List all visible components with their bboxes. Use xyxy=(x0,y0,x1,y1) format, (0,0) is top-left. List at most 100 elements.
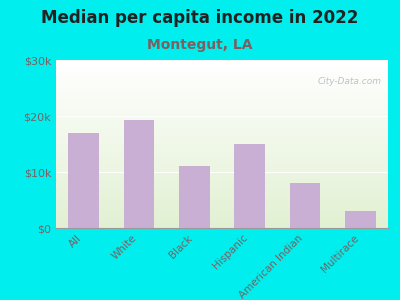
Bar xyxy=(56,225,388,226)
Bar xyxy=(56,213,388,214)
Bar xyxy=(56,132,388,134)
Bar xyxy=(56,166,388,167)
Bar xyxy=(56,208,388,209)
Bar xyxy=(56,105,388,107)
Bar xyxy=(68,133,99,228)
Bar xyxy=(56,104,388,105)
Bar xyxy=(56,63,388,65)
Bar xyxy=(56,169,388,171)
Bar xyxy=(56,183,388,184)
Text: City-Data.com: City-Data.com xyxy=(317,77,381,86)
Bar xyxy=(56,214,388,216)
Bar xyxy=(56,200,388,201)
Bar xyxy=(56,100,388,102)
Bar xyxy=(56,121,388,122)
Bar xyxy=(56,179,388,181)
Bar xyxy=(56,151,388,152)
Bar xyxy=(56,206,388,208)
Bar xyxy=(56,90,388,92)
Bar xyxy=(56,99,388,100)
Bar xyxy=(56,137,388,139)
Bar xyxy=(124,121,154,228)
Bar xyxy=(56,119,388,121)
Bar xyxy=(56,171,388,172)
Bar xyxy=(56,82,388,83)
Bar xyxy=(56,117,388,119)
Bar xyxy=(56,94,388,95)
Bar xyxy=(56,83,388,85)
Bar xyxy=(56,65,388,67)
Bar xyxy=(56,176,388,178)
Bar xyxy=(56,67,388,68)
Bar xyxy=(56,198,388,200)
Bar xyxy=(56,167,388,169)
Bar xyxy=(56,193,388,194)
Bar xyxy=(56,152,388,154)
Bar xyxy=(56,70,388,72)
Text: Montegut, LA: Montegut, LA xyxy=(147,38,253,52)
Bar xyxy=(56,122,388,124)
Bar xyxy=(56,154,388,156)
Bar xyxy=(56,114,388,116)
Bar xyxy=(56,136,388,137)
Bar xyxy=(56,196,388,198)
Bar xyxy=(56,102,388,104)
Bar xyxy=(56,85,388,87)
Bar xyxy=(56,80,388,82)
Bar xyxy=(56,221,388,223)
Bar xyxy=(290,183,320,228)
Bar xyxy=(56,116,388,117)
Bar xyxy=(56,129,388,130)
Bar xyxy=(56,68,388,70)
Bar xyxy=(56,62,388,63)
Bar xyxy=(56,158,388,159)
Bar xyxy=(56,164,388,166)
Bar xyxy=(56,216,388,218)
Bar xyxy=(56,97,388,99)
Bar xyxy=(56,60,388,62)
Bar xyxy=(56,161,388,163)
Bar xyxy=(56,112,388,114)
Text: Median per capita income in 2022: Median per capita income in 2022 xyxy=(41,9,359,27)
Bar xyxy=(234,144,265,228)
Bar xyxy=(56,188,388,189)
Bar xyxy=(56,226,388,228)
Bar xyxy=(56,159,388,161)
Bar xyxy=(56,110,388,112)
Bar xyxy=(179,167,210,228)
Bar xyxy=(56,130,388,132)
Bar xyxy=(56,146,388,147)
Bar xyxy=(56,201,388,203)
Bar xyxy=(56,72,388,74)
Bar xyxy=(56,144,388,146)
Bar xyxy=(56,181,388,183)
Bar xyxy=(56,218,388,220)
Bar xyxy=(56,107,388,109)
Bar xyxy=(56,191,388,193)
Bar xyxy=(56,163,388,164)
Bar xyxy=(56,92,388,94)
Bar xyxy=(56,141,388,142)
Bar xyxy=(56,79,388,80)
Bar xyxy=(56,125,388,127)
Bar xyxy=(56,74,388,75)
Bar xyxy=(56,87,388,88)
Bar xyxy=(56,139,388,141)
Bar xyxy=(56,142,388,144)
Bar xyxy=(56,172,388,174)
Bar xyxy=(56,211,388,213)
Bar xyxy=(56,149,388,151)
Bar xyxy=(56,223,388,225)
Bar xyxy=(56,174,388,176)
Bar xyxy=(56,95,388,97)
Bar xyxy=(56,88,388,90)
Bar xyxy=(56,220,388,221)
Bar xyxy=(56,147,388,149)
Bar xyxy=(345,211,376,228)
Bar xyxy=(56,127,388,129)
Bar xyxy=(56,186,388,188)
Bar xyxy=(56,134,388,136)
Bar xyxy=(56,205,388,206)
Bar xyxy=(56,189,388,191)
Bar xyxy=(56,194,388,196)
